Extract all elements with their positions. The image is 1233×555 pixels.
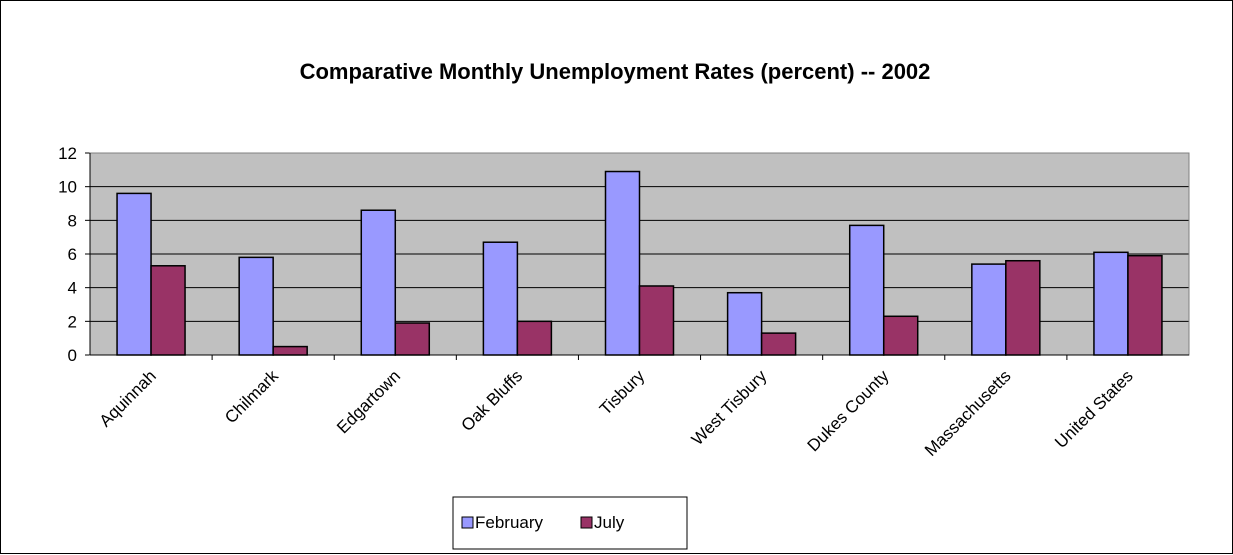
bar-july-massachusetts [1005, 259, 1041, 356]
bar-february-oak-bluffs [482, 241, 519, 356]
y-tick-label: 2 [68, 312, 77, 331]
chart-title: Comparative Monthly Unemployment Rates (… [300, 59, 931, 84]
bar-july-chilmark [272, 345, 308, 356]
bar-february-united-states [1093, 251, 1129, 356]
x-category-label: Oak Bluffs [458, 366, 527, 435]
legend-label-july: July [594, 513, 625, 532]
bar-february-edgartown [360, 209, 397, 356]
y-tick-label: 10 [58, 178, 77, 197]
y-tick-label: 0 [68, 346, 77, 365]
bar-july-aquinnah [150, 265, 186, 356]
bar-february-chilmark [238, 256, 274, 356]
bar-july-edgartown [394, 322, 431, 356]
legend-swatch-july [580, 516, 593, 529]
legend-swatch-february [461, 516, 474, 529]
y-tick-label: 4 [68, 279, 77, 298]
x-category-label: United States [1051, 366, 1137, 452]
x-category-label: Chilmark [221, 366, 282, 427]
y-tick-label: 12 [58, 144, 77, 163]
x-category-label: Massachusetts [921, 366, 1015, 460]
x-category-label: Dukes County [804, 366, 893, 455]
x-category-label: West Tisbury [688, 366, 771, 449]
legend: February July [452, 496, 688, 550]
x-category-label: Tisbury [596, 366, 649, 419]
y-tick-label: 8 [68, 211, 77, 230]
y-tick-label: 6 [68, 245, 77, 264]
bar-february-aquinnah [116, 192, 152, 356]
bar-july-west-tisbury [760, 332, 797, 356]
bar-july-united-states [1127, 254, 1163, 356]
x-category-label: Aquinnah [96, 366, 160, 430]
bar-july-tisbury [638, 285, 675, 356]
x-category-label: Edgartown [333, 366, 404, 437]
bar-february-tisbury [604, 170, 641, 356]
bar-july-dukes-county [882, 315, 919, 356]
bar-february-dukes-county [848, 224, 885, 356]
bar-february-massachusetts [971, 263, 1007, 356]
bar-july-oak-bluffs [516, 320, 553, 356]
plot-area: 0 2 4 6 8 10 12 Aquinnah Chilmark Edgartown Oak Bl… [58, 144, 1190, 460]
legend-box [452, 496, 688, 550]
bar-february-west-tisbury [726, 291, 763, 356]
legend-label-february: February [475, 513, 544, 532]
